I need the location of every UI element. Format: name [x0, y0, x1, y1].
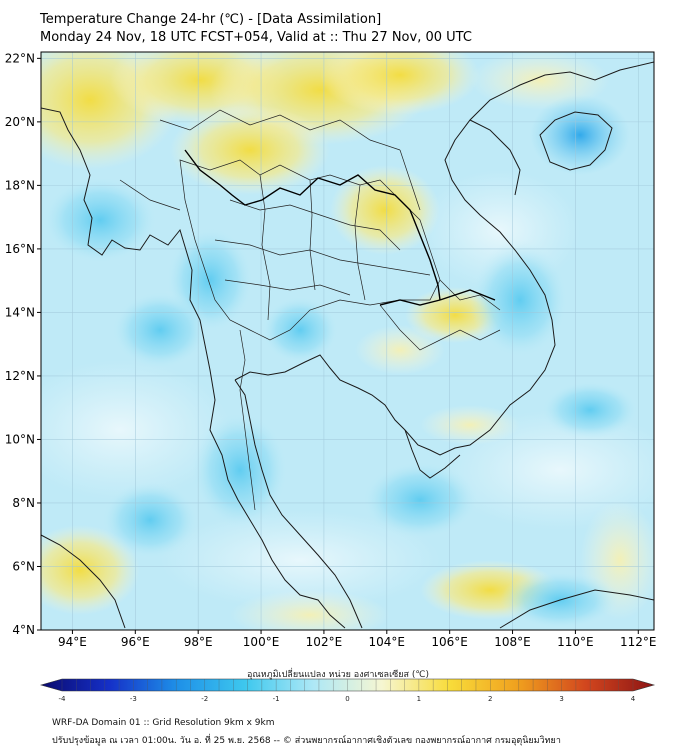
plot-frame	[40, 51, 655, 631]
lat-tick-label: 8°N	[12, 496, 35, 510]
lat-tick-label: 20°N	[5, 115, 35, 129]
lon-tick-label: 96°E	[121, 635, 150, 649]
colorbar-tick-label: -3	[130, 695, 137, 703]
map-subtitle: Monday 24 Nov, 18 UTC FCST+054, Valid at…	[40, 30, 472, 45]
lat-tick-label: 4°N	[12, 623, 35, 637]
graticule	[41, 52, 654, 631]
lat-tick-label: 18°N	[5, 178, 35, 192]
country-borders	[184, 149, 496, 306]
colorbar-tick-label: 4	[631, 695, 636, 703]
colorbar-tick-label: 2	[488, 695, 492, 703]
lon-tick-label: 100°E	[243, 635, 280, 649]
colorbar-tick-label: -1	[273, 695, 280, 703]
colorbar-tick-label: 3	[559, 695, 563, 703]
lat-tick-label: 10°N	[5, 432, 35, 446]
map-title: Temperature Change 24-hr (℃) - [Data Ass…	[40, 12, 382, 27]
lon-tick-label: 98°E	[184, 635, 213, 649]
lat-tick-label: 16°N	[5, 242, 35, 256]
lon-tick-label: 110°E	[557, 635, 594, 649]
lon-tick-label: 94°E	[58, 635, 87, 649]
colorbar: -4 -3 -2 -1 0 1 2 3 4	[39, 678, 656, 703]
coastlines	[41, 61, 654, 629]
lon-tick-label: 104°E	[369, 635, 406, 649]
footer-credit: ปรับปรุงข้อมูล ณ เวลา 01:00น. วัน อ. ที่…	[52, 736, 561, 746]
province-borders	[119, 109, 501, 511]
lon-tick-label: 102°E	[306, 635, 343, 649]
lat-tick-label: 14°N	[5, 305, 35, 319]
latitude-labels: 22°N 20°N 18°N 16°N 14°N 12°N 10°N 8°N 6°N 4°N	[5, 51, 41, 637]
colorbar-tick-label: -4	[59, 695, 67, 703]
footer-model-info: WRF-DA Domain 01 :: Grid Resolution 9km …	[52, 718, 275, 728]
colorbar-tick-label: -2	[201, 695, 208, 703]
lat-tick-label: 22°N	[5, 51, 35, 65]
lon-tick-label: 112°E	[620, 635, 657, 649]
colorbar-label: อุณหภูมิเปลี่ยนแปลง หน่วย องศาเซลเซียส (…	[246, 670, 430, 680]
colorbar-tick-label: 1	[417, 695, 421, 703]
longitude-labels: 94°E 96°E 98°E 100°E 102°E 104°E 106°E 108°E 110…	[58, 630, 657, 649]
lon-tick-label: 106°E	[431, 635, 468, 649]
lat-tick-label: 12°N	[5, 369, 35, 383]
colorbar-tick-label: 0	[345, 695, 349, 703]
lat-tick-label: 6°N	[12, 559, 35, 573]
lon-tick-label: 108°E	[494, 635, 531, 649]
temperature-field	[41, 52, 654, 630]
